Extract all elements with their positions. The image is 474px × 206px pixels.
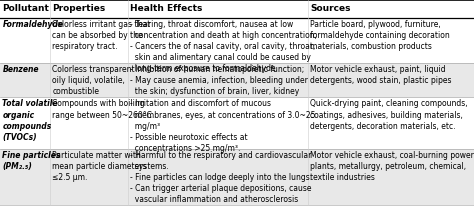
Text: Benzene: Benzene — [2, 65, 39, 74]
Text: Properties: Properties — [52, 4, 105, 13]
Text: Particle board, plywood, furniture,
formaldehyde containing decoration
materials: Particle board, plywood, furniture, form… — [310, 20, 450, 51]
Text: Motor vehicle exhaust, coal-burning power
plants, metallurgy, petroleum, chemica: Motor vehicle exhaust, coal-burning powe… — [310, 151, 474, 182]
Text: Motor vehicle exhaust, paint, liquid
detergents, wood stain, plastic pipes: Motor vehicle exhaust, paint, liquid det… — [310, 65, 452, 85]
Text: - Irritation and discomfort of mucous
  membranes, eyes, at concentrations of 3.: - Irritation and discomfort of mucous me… — [130, 99, 316, 153]
Text: - Tearing, throat discomfort, nausea at low
  concentration and death at high co: - Tearing, throat discomfort, nausea at … — [130, 20, 318, 73]
Text: Total volatile
organic
compounds
(TVOCs): Total volatile organic compounds (TVOCs) — [2, 99, 58, 142]
Text: Health Effects: Health Effects — [130, 4, 203, 13]
Bar — [0, 63, 474, 97]
Text: Quick-drying paint, cleaning compounds,
coatings, adhesives, building materials,: Quick-drying paint, cleaning compounds, … — [310, 99, 468, 131]
Text: Fine particles
(PM₂.₅): Fine particles (PM₂.₅) — [2, 151, 61, 171]
Text: Colorless transparent
oily liquid, volatile,
combustible: Colorless transparent oily liquid, volat… — [52, 65, 135, 96]
Bar — [0, 97, 474, 149]
Text: Sources: Sources — [310, 4, 351, 13]
Text: Pollutant: Pollutant — [2, 4, 49, 13]
Text: Compounds with boiling
range between 50~260°C: Compounds with boiling range between 50~… — [52, 99, 152, 119]
Text: Particulate matter with
mean particle diameters
≤2.5 μm.: Particulate matter with mean particle di… — [52, 151, 146, 182]
Text: Formaldehyde: Formaldehyde — [2, 20, 64, 29]
Bar — [0, 149, 474, 206]
Text: - Harmful to the respiratory and cardiovascular
  systems.
- Fine particles can : - Harmful to the respiratory and cardiov… — [130, 151, 312, 204]
Text: - Inhibition of human hematopoietic function;
- May cause anemia, infection, ble: - Inhibition of human hematopoietic func… — [130, 65, 308, 96]
Bar — [0, 18, 474, 63]
Text: Colorless irritant gas that
can be absorbed by the
respiratory tract.: Colorless irritant gas that can be absor… — [52, 20, 150, 51]
Bar — [0, 0, 474, 18]
